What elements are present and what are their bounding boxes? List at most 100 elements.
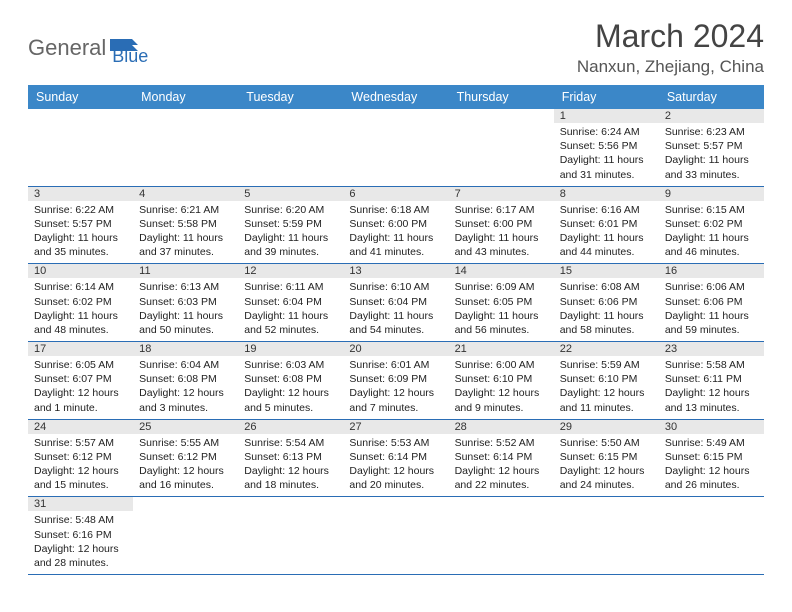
day-number: 13 xyxy=(343,264,448,278)
day-number: 15 xyxy=(554,264,659,278)
calendar-day-cell xyxy=(133,109,238,186)
calendar-day-cell xyxy=(554,497,659,575)
sunset-text: Sunset: 5:57 PM xyxy=(665,139,758,153)
day-details: Sunrise: 5:53 AMSunset: 6:14 PMDaylight:… xyxy=(343,434,448,497)
day-details: Sunrise: 6:20 AMSunset: 5:59 PMDaylight:… xyxy=(238,201,343,264)
day-number: 5 xyxy=(238,187,343,201)
sunset-text: Sunset: 6:01 PM xyxy=(560,217,653,231)
calendar-day-cell: 26Sunrise: 5:54 AMSunset: 6:13 PMDayligh… xyxy=(238,419,343,497)
daylight-text: Daylight: 12 hours and 20 minutes. xyxy=(349,464,442,492)
sunset-text: Sunset: 5:57 PM xyxy=(34,217,127,231)
day-details: Sunrise: 5:59 AMSunset: 6:10 PMDaylight:… xyxy=(554,356,659,419)
day-details: Sunrise: 6:05 AMSunset: 6:07 PMDaylight:… xyxy=(28,356,133,419)
day-details: Sunrise: 6:06 AMSunset: 6:06 PMDaylight:… xyxy=(659,278,764,341)
day-number: 20 xyxy=(343,342,448,356)
calendar-week-row: 3Sunrise: 6:22 AMSunset: 5:57 PMDaylight… xyxy=(28,186,764,264)
sunset-text: Sunset: 6:10 PM xyxy=(560,372,653,386)
calendar-day-cell: 6Sunrise: 6:18 AMSunset: 6:00 PMDaylight… xyxy=(343,186,448,264)
day-number: 12 xyxy=(238,264,343,278)
calendar-day-cell: 22Sunrise: 5:59 AMSunset: 6:10 PMDayligh… xyxy=(554,342,659,420)
sunset-text: Sunset: 6:05 PM xyxy=(455,295,548,309)
calendar-day-cell: 9Sunrise: 6:15 AMSunset: 6:02 PMDaylight… xyxy=(659,186,764,264)
day-number: 23 xyxy=(659,342,764,356)
day-details: Sunrise: 6:10 AMSunset: 6:04 PMDaylight:… xyxy=(343,278,448,341)
day-number: 29 xyxy=(554,420,659,434)
sunset-text: Sunset: 6:12 PM xyxy=(34,450,127,464)
calendar-day-cell: 25Sunrise: 5:55 AMSunset: 6:12 PMDayligh… xyxy=(133,419,238,497)
day-number: 6 xyxy=(343,187,448,201)
calendar-day-cell: 28Sunrise: 5:52 AMSunset: 6:14 PMDayligh… xyxy=(449,419,554,497)
weekday-header: Saturday xyxy=(659,85,764,109)
calendar-day-cell: 20Sunrise: 6:01 AMSunset: 6:09 PMDayligh… xyxy=(343,342,448,420)
day-number: 30 xyxy=(659,420,764,434)
sunset-text: Sunset: 6:14 PM xyxy=(455,450,548,464)
day-number: 2 xyxy=(659,109,764,123)
sunset-text: Sunset: 6:10 PM xyxy=(455,372,548,386)
weekday-header: Sunday xyxy=(28,85,133,109)
day-number: 3 xyxy=(28,187,133,201)
calendar-day-cell xyxy=(343,109,448,186)
daylight-text: Daylight: 12 hours and 1 minute. xyxy=(34,386,127,414)
day-details: Sunrise: 6:04 AMSunset: 6:08 PMDaylight:… xyxy=(133,356,238,419)
day-number: 21 xyxy=(449,342,554,356)
day-number: 8 xyxy=(554,187,659,201)
calendar-day-cell: 30Sunrise: 5:49 AMSunset: 6:15 PMDayligh… xyxy=(659,419,764,497)
sunset-text: Sunset: 6:16 PM xyxy=(34,528,127,542)
sunrise-text: Sunrise: 5:54 AM xyxy=(244,436,337,450)
calendar-day-cell xyxy=(659,497,764,575)
day-number: 19 xyxy=(238,342,343,356)
day-details: Sunrise: 5:49 AMSunset: 6:15 PMDaylight:… xyxy=(659,434,764,497)
sunrise-text: Sunrise: 6:09 AM xyxy=(455,280,548,294)
weekday-header: Monday xyxy=(133,85,238,109)
day-details: Sunrise: 5:54 AMSunset: 6:13 PMDaylight:… xyxy=(238,434,343,497)
daylight-text: Daylight: 11 hours and 59 minutes. xyxy=(665,309,758,337)
day-number: 10 xyxy=(28,264,133,278)
sunrise-text: Sunrise: 6:06 AM xyxy=(665,280,758,294)
day-details: Sunrise: 6:21 AMSunset: 5:58 PMDaylight:… xyxy=(133,201,238,264)
daylight-text: Daylight: 12 hours and 18 minutes. xyxy=(244,464,337,492)
weekday-header-row: Sunday Monday Tuesday Wednesday Thursday… xyxy=(28,85,764,109)
calendar-day-cell xyxy=(133,497,238,575)
logo-text-2: Blue xyxy=(112,46,148,67)
day-number: 9 xyxy=(659,187,764,201)
sunset-text: Sunset: 6:11 PM xyxy=(665,372,758,386)
daylight-text: Daylight: 11 hours and 44 minutes. xyxy=(560,231,653,259)
sunrise-text: Sunrise: 6:17 AM xyxy=(455,203,548,217)
sunset-text: Sunset: 6:15 PM xyxy=(665,450,758,464)
calendar-day-cell: 24Sunrise: 5:57 AMSunset: 6:12 PMDayligh… xyxy=(28,419,133,497)
location-subtitle: Nanxun, Zhejiang, China xyxy=(577,57,764,77)
daylight-text: Daylight: 11 hours and 50 minutes. xyxy=(139,309,232,337)
calendar-day-cell xyxy=(28,109,133,186)
calendar-day-cell: 16Sunrise: 6:06 AMSunset: 6:06 PMDayligh… xyxy=(659,264,764,342)
calendar-day-cell: 27Sunrise: 5:53 AMSunset: 6:14 PMDayligh… xyxy=(343,419,448,497)
calendar-day-cell: 3Sunrise: 6:22 AMSunset: 5:57 PMDaylight… xyxy=(28,186,133,264)
day-details: Sunrise: 6:14 AMSunset: 6:02 PMDaylight:… xyxy=(28,278,133,341)
daylight-text: Daylight: 12 hours and 22 minutes. xyxy=(455,464,548,492)
calendar-day-cell xyxy=(449,109,554,186)
calendar-day-cell: 29Sunrise: 5:50 AMSunset: 6:15 PMDayligh… xyxy=(554,419,659,497)
day-number: 4 xyxy=(133,187,238,201)
daylight-text: Daylight: 12 hours and 13 minutes. xyxy=(665,386,758,414)
calendar-week-row: 1Sunrise: 6:24 AMSunset: 5:56 PMDaylight… xyxy=(28,109,764,186)
daylight-text: Daylight: 12 hours and 7 minutes. xyxy=(349,386,442,414)
sunset-text: Sunset: 6:12 PM xyxy=(139,450,232,464)
calendar-day-cell xyxy=(449,497,554,575)
sunset-text: Sunset: 6:04 PM xyxy=(244,295,337,309)
calendar-day-cell: 19Sunrise: 6:03 AMSunset: 6:08 PMDayligh… xyxy=(238,342,343,420)
calendar-day-cell: 17Sunrise: 6:05 AMSunset: 6:07 PMDayligh… xyxy=(28,342,133,420)
sunrise-text: Sunrise: 6:13 AM xyxy=(139,280,232,294)
sunrise-text: Sunrise: 5:58 AM xyxy=(665,358,758,372)
sunset-text: Sunset: 6:08 PM xyxy=(139,372,232,386)
day-details: Sunrise: 6:17 AMSunset: 6:00 PMDaylight:… xyxy=(449,201,554,264)
calendar-day-cell: 10Sunrise: 6:14 AMSunset: 6:02 PMDayligh… xyxy=(28,264,133,342)
calendar-day-cell: 23 Sunrise: 5:58 AMSunset: 6:11 PMDayligh… xyxy=(659,342,764,420)
daylight-text: Daylight: 11 hours and 41 minutes. xyxy=(349,231,442,259)
calendar-week-row: 10Sunrise: 6:14 AMSunset: 6:02 PMDayligh… xyxy=(28,264,764,342)
daylight-text: Daylight: 11 hours and 52 minutes. xyxy=(244,309,337,337)
sunrise-text: Sunrise: 6:15 AM xyxy=(665,203,758,217)
sunrise-text: Sunrise: 6:10 AM xyxy=(349,280,442,294)
daylight-text: Daylight: 11 hours and 56 minutes. xyxy=(455,309,548,337)
day-details: Sunrise: 6:00 AMSunset: 6:10 PMDaylight:… xyxy=(449,356,554,419)
calendar-day-cell xyxy=(343,497,448,575)
calendar-day-cell: 1Sunrise: 6:24 AMSunset: 5:56 PMDaylight… xyxy=(554,109,659,186)
